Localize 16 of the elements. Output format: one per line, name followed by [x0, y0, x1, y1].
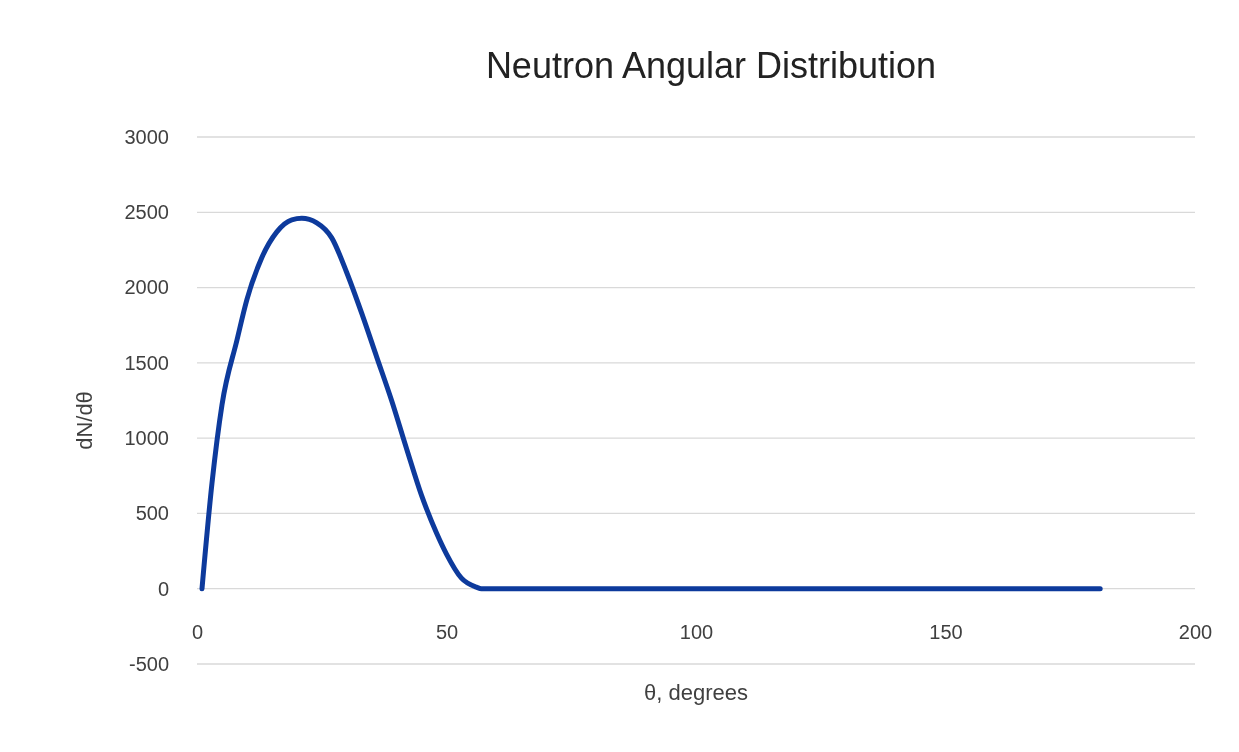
y-tick-label: 1000 [124, 427, 169, 450]
x-axis-title: θ, degrees [644, 680, 748, 705]
chart-title: Neutron Angular Distribution [485, 45, 937, 86]
x-tick-label: 200 [1178, 620, 1213, 643]
y-tick-label: 0 [157, 577, 169, 600]
y-tick-label: 3000 [124, 125, 169, 148]
y-tick-label: 2500 [124, 201, 169, 224]
x-tick-label: 150 [929, 620, 963, 643]
x-tick-label: 0 [191, 620, 204, 643]
x-tick-label: 100 [679, 620, 714, 643]
y-tick-label: -500 [128, 652, 169, 675]
y-axis-title: dN/dθ [72, 391, 97, 450]
y-tick-label: 500 [135, 502, 169, 525]
x-tick-label: 50 [435, 620, 459, 643]
y-tick-label: 2000 [124, 276, 169, 299]
y-tick-label: 1500 [124, 351, 169, 374]
